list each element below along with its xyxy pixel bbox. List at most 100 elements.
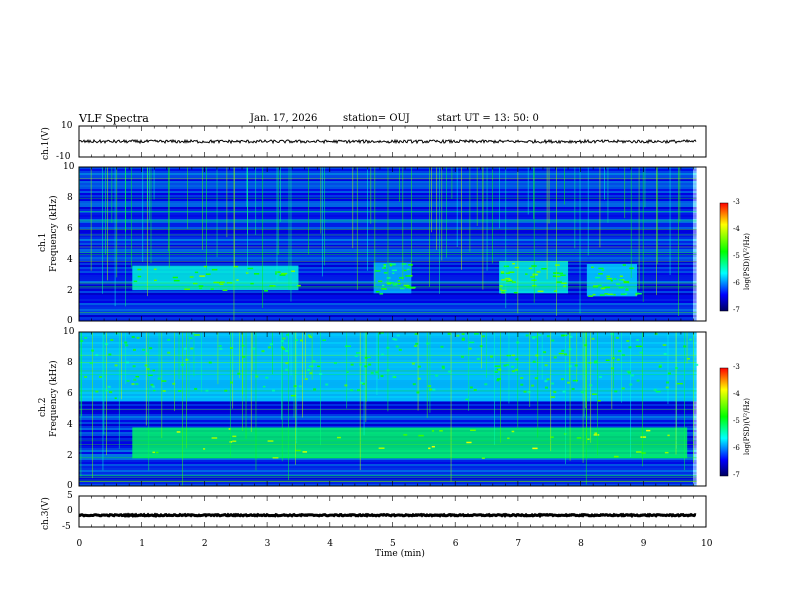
spec-noise (551, 339, 555, 342)
emission-patch (322, 339, 326, 341)
spec-noise (598, 375, 602, 378)
emission-patch (385, 281, 392, 284)
emission-patch (397, 280, 401, 282)
emission-patch (615, 283, 620, 286)
spec-band (79, 299, 697, 301)
ch2-spec-ylabel: Frequency (kHz) (49, 360, 59, 437)
spec-noise (307, 334, 311, 337)
emission-patch (418, 434, 424, 437)
emission-patch (618, 286, 624, 289)
emission-patch (154, 268, 157, 271)
spec-noise (411, 362, 415, 365)
emission-patch (591, 266, 594, 269)
spec-band (79, 313, 697, 315)
spec-noise (574, 364, 578, 367)
spec-noise (629, 383, 633, 386)
spec-noise (626, 339, 630, 342)
emission-patch (613, 293, 616, 296)
x-axis-label: Time (min) (375, 549, 425, 559)
waveform-trace (78, 138, 697, 145)
cb2-tick: -5 (733, 417, 740, 425)
spec-noise (99, 375, 103, 378)
emission-patch (317, 365, 320, 368)
emission-band (132, 427, 688, 459)
spec-noise (520, 383, 524, 386)
x-tick-label: 7 (515, 539, 522, 549)
emission-patch (625, 292, 628, 295)
spec-noise (473, 388, 477, 391)
spec-noise (308, 336, 312, 339)
spec-noise (571, 387, 575, 390)
emission-patch (607, 293, 613, 296)
emission-patch (508, 271, 515, 274)
emission-patch (211, 268, 218, 271)
emission-patch (253, 273, 260, 275)
spec-noise (535, 354, 539, 357)
emission-patch (279, 274, 286, 276)
emission-patch (213, 281, 220, 284)
spec-noise (271, 389, 275, 392)
emission-patch (537, 290, 544, 293)
spec-noise (319, 372, 323, 375)
spec-noise (460, 355, 464, 358)
emission-patch (468, 341, 475, 344)
spec-noise (414, 344, 418, 347)
spec-noise (142, 348, 146, 351)
spec-noise (614, 390, 618, 393)
spec-noise (441, 367, 445, 370)
spec-noise (356, 389, 360, 392)
ch1-spec-ytick: 8 (67, 193, 73, 203)
spec-noise (280, 346, 284, 349)
spec-noise (298, 385, 302, 388)
emission-patch (514, 266, 519, 269)
spec-band (79, 462, 697, 464)
emission-patch (505, 280, 509, 282)
emission-patch (576, 437, 582, 439)
emission-patch (153, 279, 157, 282)
spec-noise (543, 351, 547, 354)
spec-band (79, 464, 697, 466)
spec-noise (325, 383, 329, 386)
spec-noise (307, 368, 311, 371)
colorbar-ch1 (719, 202, 729, 312)
emission-patch (600, 287, 606, 290)
emission-patch (184, 288, 191, 291)
spec-noise (364, 365, 368, 368)
emission-patch (597, 284, 602, 287)
spec-noise (594, 360, 598, 363)
spec-noise (525, 334, 529, 337)
spec-noise (527, 391, 531, 394)
emission-patch (379, 293, 384, 295)
emission-patch (646, 429, 651, 432)
spec-noise (461, 338, 465, 341)
emission-patch (496, 378, 501, 380)
emission-patch (391, 269, 397, 272)
spec-band (79, 470, 697, 472)
emission-patch (114, 397, 117, 400)
cb2-tick: -4 (733, 390, 740, 398)
emission-patch (597, 400, 601, 402)
emission-patch (640, 436, 647, 438)
emission-patch (598, 267, 604, 270)
ch3-waveform (78, 512, 697, 519)
emission-patch (383, 263, 387, 266)
emission-patch (635, 292, 639, 295)
spec-noise (219, 347, 223, 350)
spec-noise (544, 364, 548, 367)
spec-noise (435, 374, 439, 377)
emission-patch (622, 264, 626, 266)
spec-noise (416, 391, 420, 394)
emission-patch (189, 276, 194, 278)
emission-patch (474, 333, 479, 335)
spec-band (79, 307, 697, 309)
emission-patch (410, 286, 416, 289)
emission-patch (194, 271, 199, 274)
cb1-tick: -7 (733, 306, 740, 314)
emission-patch (558, 352, 564, 355)
ch2-spec-ytick: 0 (67, 481, 73, 491)
emission-patch (296, 284, 301, 287)
spec-noise (621, 387, 625, 390)
emission-patch (152, 369, 156, 372)
emission-patch (262, 385, 266, 388)
